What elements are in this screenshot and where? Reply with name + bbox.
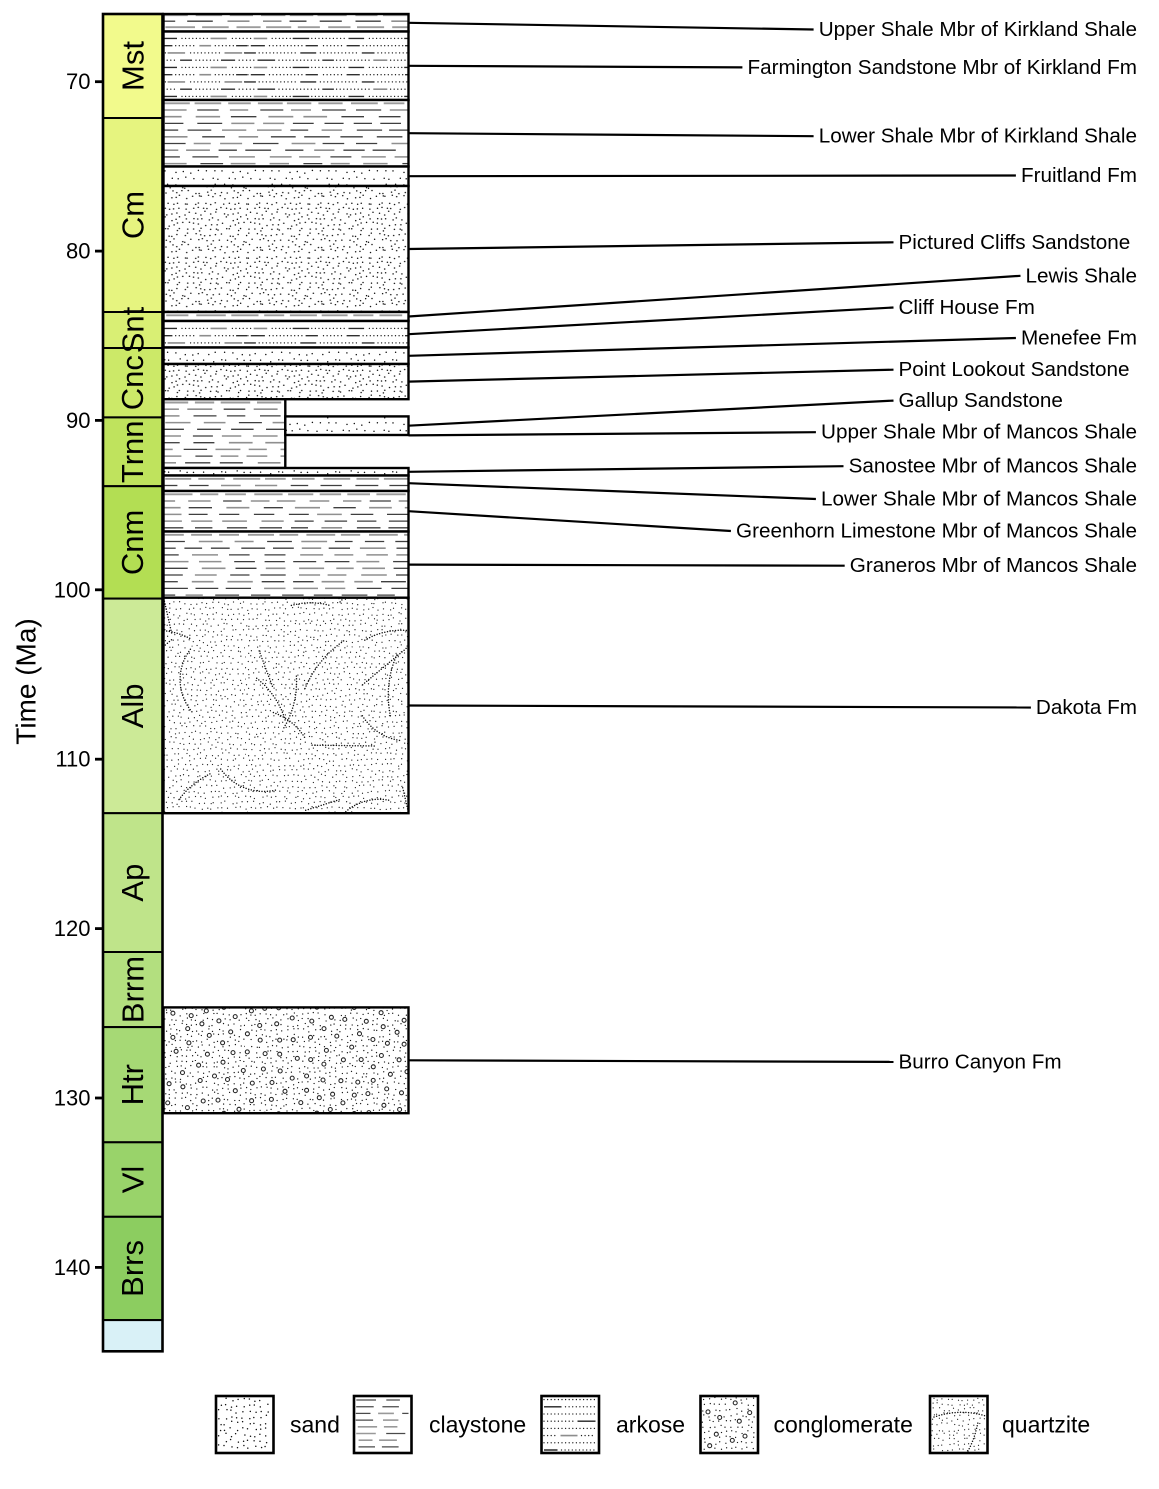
svg-text:claystone: claystone (429, 1412, 526, 1438)
svg-text:140: 140 (54, 1255, 91, 1280)
svg-text:Ap: Ap (115, 864, 150, 902)
svg-text:Upper Shale Mbr of Kirkland Sh: Upper Shale Mbr of Kirkland Shale (819, 18, 1137, 41)
svg-text:Farmington Sandstone Mbr of Ki: Farmington Sandstone Mbr of Kirkland Fm (748, 56, 1138, 79)
svg-text:Point Lookout Sandstone: Point Lookout Sandstone (899, 358, 1130, 381)
svg-text:Lower Shale Mbr of Kirkland Sh: Lower Shale Mbr of Kirkland Shale (819, 125, 1137, 148)
svg-text:Burro Canyon Fm: Burro Canyon Fm (899, 1050, 1062, 1073)
svg-text:Alb: Alb (115, 683, 150, 728)
svg-text:conglomerate: conglomerate (774, 1412, 913, 1438)
svg-text:90: 90 (66, 408, 90, 433)
svg-text:Graneros Mbr of Mancos Shale: Graneros Mbr of Mancos Shale (850, 554, 1137, 577)
svg-text:Htr: Htr (115, 1064, 150, 1105)
svg-text:Lower Shale Mbr of Mancos Shal: Lower Shale Mbr of Mancos Shale (821, 488, 1137, 511)
svg-text:70: 70 (66, 69, 90, 94)
svg-text:Snt: Snt (115, 306, 150, 353)
svg-text:Upper Shale Mbr of Mancos Shal: Upper Shale Mbr of Mancos Shale (821, 421, 1137, 444)
svg-text:130: 130 (54, 1086, 91, 1111)
svg-text:Greenhorn Limestone Mbr of Man: Greenhorn Limestone Mbr of Mancos Shale (736, 520, 1137, 543)
svg-text:Dakota Fm: Dakota Fm (1036, 696, 1137, 719)
svg-text:Sanostee Mbr of Mancos Shale: Sanostee Mbr of Mancos Shale (849, 455, 1137, 478)
svg-text:Menefee Fm: Menefee Fm (1021, 327, 1137, 350)
svg-text:Cnm: Cnm (115, 510, 150, 575)
svg-text:Pictured Cliffs Sandstone: Pictured Cliffs Sandstone (899, 231, 1131, 254)
svg-text:Cm: Cm (115, 191, 150, 239)
svg-text:Time (Ma): Time (Ma) (11, 618, 42, 745)
svg-text:Mst: Mst (115, 41, 150, 91)
svg-text:110: 110 (55, 747, 90, 772)
svg-text:Cnc: Cnc (115, 355, 150, 410)
svg-text:arkose: arkose (616, 1412, 685, 1438)
svg-text:Gallup Sandstone: Gallup Sandstone (899, 389, 1063, 412)
svg-text:Cliff House Fm: Cliff House Fm (899, 296, 1035, 319)
svg-text:100: 100 (54, 577, 91, 602)
svg-text:Brrm: Brrm (115, 956, 150, 1023)
svg-text:Lewis Shale: Lewis Shale (1026, 264, 1137, 287)
svg-text:Trnn: Trnn (115, 421, 150, 484)
svg-text:Vl: Vl (115, 1166, 150, 1194)
svg-text:120: 120 (54, 916, 91, 941)
svg-text:quartzite: quartzite (1002, 1412, 1090, 1438)
svg-text:sand: sand (290, 1412, 340, 1438)
svg-text:Fruitland Fm: Fruitland Fm (1021, 164, 1137, 187)
svg-text:Brrs: Brrs (115, 1240, 150, 1297)
svg-text:80: 80 (66, 239, 90, 264)
